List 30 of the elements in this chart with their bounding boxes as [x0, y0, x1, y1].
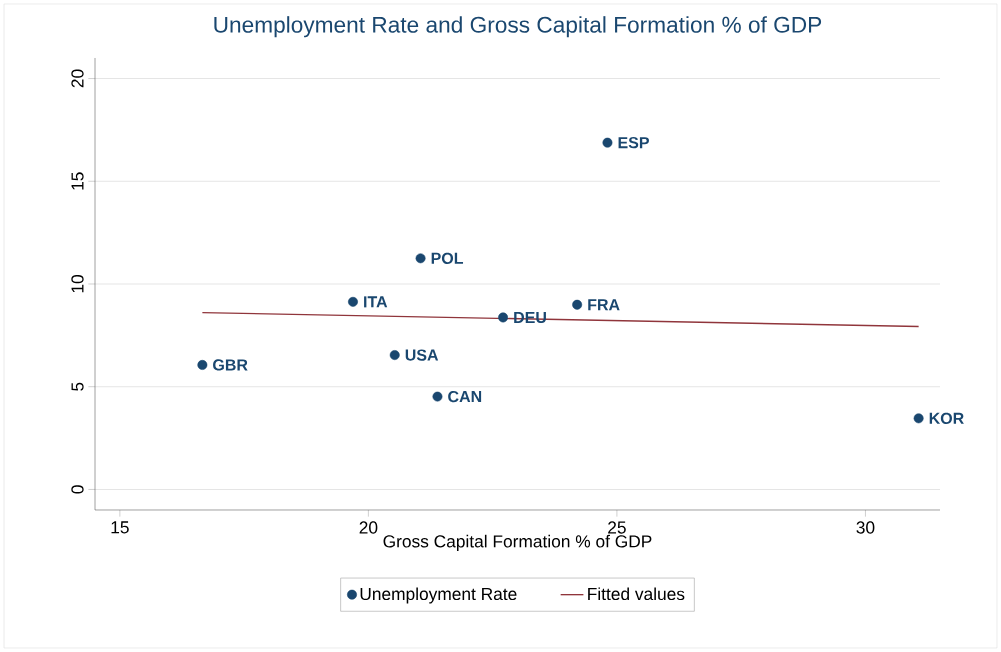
x-tick-label: 15	[111, 521, 129, 534]
x-axis-title: Gross Capital Formation % of GDP	[383, 534, 652, 551]
annotation: GBR	[213, 359, 248, 371]
x-tick-label: 20	[359, 521, 378, 534]
annotation: ITA	[364, 296, 388, 308]
x-tick-label: 25	[608, 521, 626, 534]
y-tick-label: 5	[71, 382, 84, 391]
point	[348, 296, 358, 307]
point	[432, 391, 443, 402]
annotation: FRA	[588, 299, 620, 311]
annotation: ESP	[618, 136, 649, 149]
point	[572, 299, 583, 310]
point	[498, 312, 509, 323]
annotation: POL	[431, 252, 464, 264]
annotation: KOR	[929, 412, 964, 425]
chart-title: Unemployment Rate and Gross Capital Formation % of GDP	[214, 16, 822, 38]
y-tick-label: 15	[71, 172, 84, 190]
y-tick-label: 0	[71, 485, 84, 494]
point	[602, 137, 613, 148]
point	[389, 350, 400, 361]
legend-label: Fitted values	[588, 587, 685, 601]
legend-label: Unemployment Rate	[360, 587, 517, 604]
point	[415, 253, 426, 264]
y-tick-label: 10	[71, 275, 84, 293]
x-tick-label: 30	[856, 521, 875, 534]
annotation: CAN	[448, 390, 482, 403]
y-tick-label: 20	[71, 69, 84, 88]
point	[913, 413, 924, 424]
annotation: USA	[405, 349, 439, 361]
point	[197, 360, 208, 370]
